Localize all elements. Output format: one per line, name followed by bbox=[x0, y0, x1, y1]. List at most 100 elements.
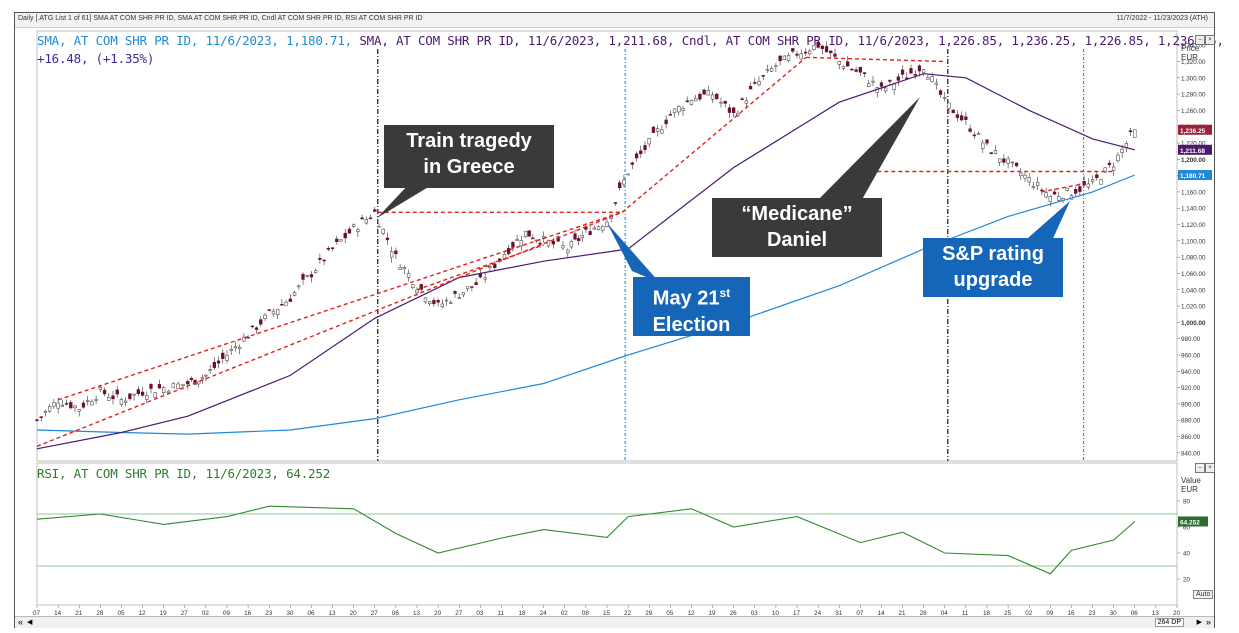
x-axis-day-label: 10 bbox=[772, 610, 780, 617]
minimize-pane-button[interactable]: – bbox=[1195, 35, 1205, 45]
minimize-rsi-button[interactable]: – bbox=[1195, 463, 1205, 473]
candle-body bbox=[1006, 158, 1010, 164]
candle-body bbox=[972, 134, 976, 137]
scroll-bar[interactable]: « ◀ 264 DP ▶ » bbox=[15, 616, 1214, 628]
candle-body bbox=[922, 69, 926, 74]
chart-header-bar: Daily [.ATG List 1 of 61] SMA AT COM SHR… bbox=[15, 13, 1214, 28]
price-axis-label: 1,200.00 bbox=[1181, 157, 1206, 164]
candle-body bbox=[917, 65, 922, 72]
scroll-left-icon[interactable]: « bbox=[18, 617, 24, 627]
candle-body bbox=[254, 327, 259, 330]
candle-body bbox=[900, 69, 905, 75]
candle-body bbox=[976, 133, 981, 135]
x-axis-day-label: 12 bbox=[139, 610, 147, 617]
candle-body bbox=[668, 114, 672, 116]
price-axis-label: 940.00 bbox=[1181, 369, 1201, 376]
candle-body bbox=[531, 237, 535, 240]
scroll-forward-icon[interactable]: ▶ bbox=[1196, 619, 1202, 626]
x-axis-day-label: 31 bbox=[835, 610, 843, 617]
candle-body bbox=[748, 86, 753, 90]
x-axis-day-label: 06 bbox=[307, 610, 315, 617]
candle-body bbox=[765, 69, 770, 71]
candle-body bbox=[710, 94, 715, 100]
candle-body bbox=[588, 231, 592, 235]
candle-body bbox=[238, 346, 242, 349]
scroll-right-icon[interactable]: » bbox=[1205, 617, 1211, 627]
candle-body bbox=[402, 267, 406, 270]
chart-window: Daily [.ATG List 1 of 61] SMA AT COM SHR… bbox=[14, 12, 1224, 628]
legend-cndl: Cndl, AT COM SHR PR ID, 11/6/2023, 1,226… bbox=[681, 33, 1224, 48]
candle-body bbox=[943, 97, 947, 99]
candle-body bbox=[493, 264, 497, 268]
candle-body bbox=[871, 80, 875, 83]
candle-body bbox=[664, 119, 668, 125]
candle-body bbox=[736, 113, 740, 116]
candle-body bbox=[824, 46, 829, 53]
candle-body bbox=[613, 202, 618, 204]
candle-body bbox=[634, 153, 639, 159]
sma2-flag-bg bbox=[1178, 144, 1212, 155]
candle-body bbox=[672, 108, 677, 114]
candle-body bbox=[862, 72, 867, 74]
x-axis-day-label: 04 bbox=[941, 610, 949, 617]
rsi-axis-title: Value bbox=[1181, 476, 1201, 485]
candle-body bbox=[128, 393, 132, 400]
medicane-callout-line2: Daniel bbox=[766, 229, 828, 251]
scroll-back-icon[interactable]: ◀ bbox=[27, 619, 33, 626]
x-axis-day-label: 07 bbox=[856, 610, 864, 617]
rsi-axis-label: 40 bbox=[1183, 551, 1191, 558]
candle-body bbox=[820, 45, 824, 49]
candle-body bbox=[259, 319, 263, 325]
x-axis-day-label: 25 bbox=[1004, 610, 1012, 617]
candle-body bbox=[1040, 189, 1044, 192]
election-callout: May 21st Election bbox=[633, 277, 750, 336]
candle-body bbox=[643, 145, 647, 150]
candle-body bbox=[276, 309, 280, 316]
candle-body bbox=[812, 45, 816, 50]
candle-body bbox=[301, 274, 305, 280]
train-callout: Train tragedy in Greece bbox=[384, 125, 554, 188]
candle-body bbox=[69, 402, 73, 409]
candle-body bbox=[176, 383, 180, 389]
candle-body bbox=[242, 336, 246, 342]
candle-body bbox=[326, 247, 330, 250]
candle-body bbox=[153, 392, 157, 399]
candle-body bbox=[52, 401, 56, 407]
candle-body bbox=[94, 399, 98, 401]
auto-scale-button[interactable]: Auto bbox=[1193, 590, 1214, 599]
candle-body bbox=[440, 303, 444, 308]
candle-body bbox=[1002, 158, 1006, 163]
candle-body bbox=[934, 82, 938, 85]
x-axis-day-label: 26 bbox=[730, 610, 738, 617]
candle-body bbox=[1074, 189, 1078, 194]
x-axis-day-label: 12 bbox=[687, 610, 695, 617]
candle-body bbox=[189, 377, 194, 381]
x-axis-day-label: 22 bbox=[624, 610, 632, 617]
x-axis-day-label: 20 bbox=[434, 610, 442, 617]
x-axis-day-label: 13 bbox=[329, 610, 337, 617]
x-axis-day-label: 14 bbox=[877, 610, 885, 617]
candle-body bbox=[723, 100, 727, 104]
candle-body bbox=[77, 409, 81, 412]
candle-body bbox=[930, 76, 934, 82]
candle-body bbox=[381, 228, 385, 234]
candle-body bbox=[288, 298, 292, 302]
candle-body bbox=[373, 209, 377, 212]
candle-body bbox=[368, 217, 373, 220]
candle-body bbox=[592, 227, 596, 230]
close-pane-button[interactable]: × bbox=[1205, 35, 1215, 45]
candle-body bbox=[795, 53, 799, 56]
x-axis-day-label: 09 bbox=[1046, 610, 1054, 617]
close-rsi-button[interactable]: × bbox=[1205, 463, 1215, 473]
candle-body bbox=[132, 393, 136, 396]
candle-body bbox=[596, 226, 601, 230]
price-axis-label: 1,220.00 bbox=[1181, 141, 1206, 148]
candle-body bbox=[719, 101, 723, 104]
x-axis-day-label: 18 bbox=[983, 610, 991, 617]
candle-body bbox=[556, 236, 560, 242]
price-axis-label: 1,080.00 bbox=[1181, 255, 1206, 262]
candle-body bbox=[102, 389, 107, 395]
candle-body bbox=[732, 107, 736, 113]
candle-body bbox=[457, 297, 461, 299]
candle-body bbox=[837, 61, 841, 65]
